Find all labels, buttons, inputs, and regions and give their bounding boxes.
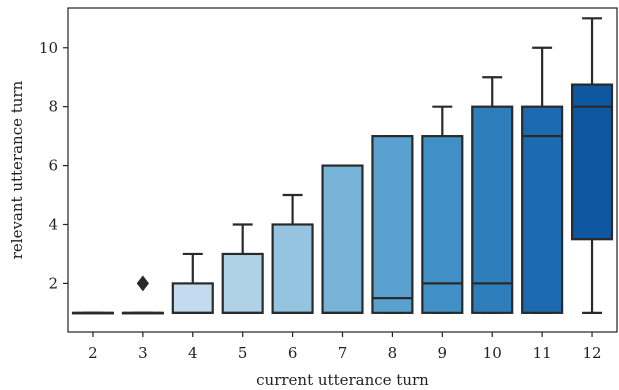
box-group-3 [121,275,164,315]
y-tick-label: 2 [48,274,58,292]
x-tick-label: 7 [338,344,348,362]
box-iqr [371,135,414,314]
box-group-12 [570,17,614,314]
box-group-6 [271,193,314,314]
x-tick-label: 2 [88,344,98,362]
box-group-9 [421,105,464,314]
box-group-8 [371,135,414,314]
box-group-5 [221,223,264,314]
y-axis-label: relevant utterance turn [8,80,26,259]
x-tick-label: 11 [533,344,552,362]
x-tick-label: 3 [138,344,148,362]
y-tick-label: 4 [48,215,58,233]
box-group-4 [171,252,214,314]
boxes-layer [71,17,614,315]
outlier-point [136,275,149,292]
x-tick-label: 5 [238,344,248,362]
x-tick-label: 12 [582,344,601,362]
x-axis: 2 3 4 5 6 7 8 9 10 11 12 [88,332,602,362]
box-iqr [421,135,464,314]
box-iqr [321,164,364,314]
x-tick-label: 8 [388,344,398,362]
x-tick-label: 10 [483,344,502,362]
x-tick-label: 4 [188,344,198,362]
y-tick-label: 6 [48,157,58,175]
y-tick-label: 10 [39,39,58,57]
box-iqr [521,105,564,314]
box-group-10 [471,76,514,314]
y-axis: 2 4 6 8 10 [39,39,68,292]
x-tick-label: 6 [288,344,298,362]
box-group-2 [71,311,115,315]
box-group-7 [321,164,364,314]
y-tick-label: 8 [48,98,58,116]
box-group-11 [521,46,564,314]
box-iqr [171,282,214,314]
box-iqr [471,105,514,314]
x-axis-label: current utterance turn [256,371,429,389]
box-iqr [221,252,264,314]
x-tick-label: 9 [438,344,448,362]
box-iqr [271,223,314,314]
box-iqr [570,83,614,241]
